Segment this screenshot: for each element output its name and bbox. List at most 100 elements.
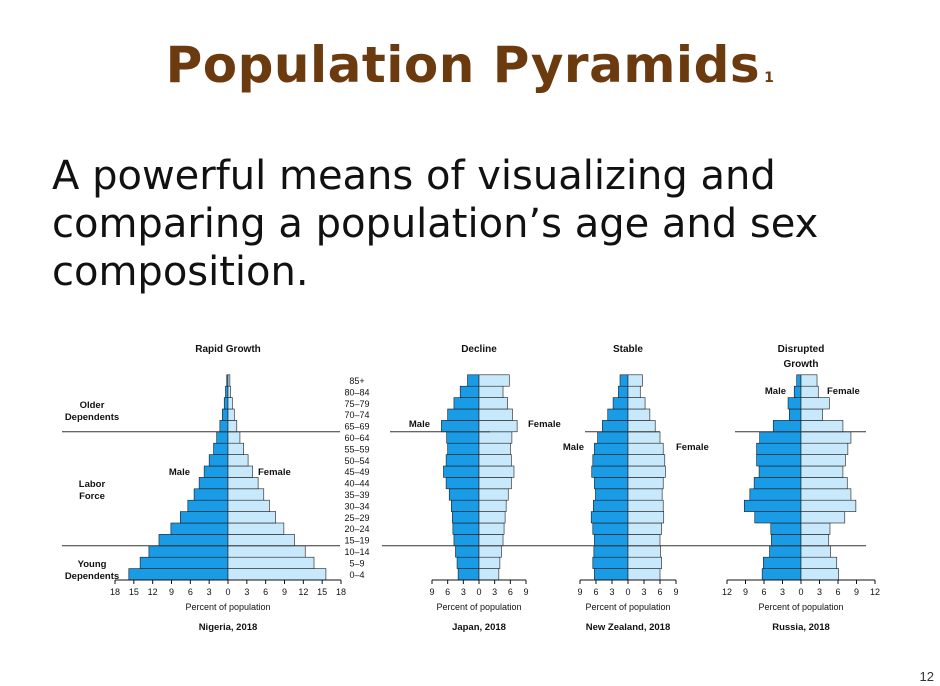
male-bar bbox=[219, 420, 229, 433]
slide-title-text: Population Pyramids bbox=[165, 36, 761, 94]
male-bar bbox=[443, 465, 480, 478]
male-bar bbox=[457, 568, 480, 581]
female-bar bbox=[227, 545, 306, 558]
male-bar bbox=[763, 556, 802, 569]
female-bar bbox=[227, 431, 241, 444]
slide-body-text: A powerful means of visualizing and comp… bbox=[52, 153, 819, 295]
male-bar bbox=[447, 442, 480, 455]
female-bar bbox=[627, 556, 662, 569]
female-bar bbox=[800, 477, 848, 490]
female-bar bbox=[478, 454, 512, 467]
male-bar bbox=[222, 408, 229, 421]
slide-title: Population Pyramids 1 bbox=[0, 36, 940, 94]
x-tick-label: 6 bbox=[188, 587, 193, 597]
female-bar bbox=[227, 499, 270, 512]
young-dependents-label: Dependents bbox=[65, 571, 119, 582]
male-bar bbox=[749, 488, 802, 501]
x-tick-label: 15 bbox=[317, 587, 327, 597]
age-group-label: 15–19 bbox=[344, 536, 369, 546]
male-bar bbox=[452, 511, 480, 524]
female-bar bbox=[478, 385, 504, 398]
x-tick-label: 9 bbox=[743, 587, 748, 597]
male-bar bbox=[213, 442, 229, 455]
female-bar bbox=[800, 374, 818, 387]
male-label: Male bbox=[563, 442, 584, 453]
x-tick-label: 6 bbox=[835, 587, 840, 597]
age-group-label: 35–39 bbox=[344, 490, 369, 500]
female-bar bbox=[478, 431, 513, 444]
female-bar bbox=[627, 465, 666, 478]
female-bar bbox=[627, 499, 664, 512]
panel-caption: New Zealand, 2018 bbox=[586, 622, 670, 633]
age-group-label: 70–74 bbox=[344, 410, 369, 420]
female-bar bbox=[627, 374, 643, 387]
x-tick-label: 9 bbox=[282, 587, 287, 597]
female-bar bbox=[627, 431, 661, 444]
young-dependents-label: Young bbox=[78, 559, 107, 570]
female-bar bbox=[627, 477, 664, 490]
male-bar bbox=[203, 465, 229, 478]
male-bar bbox=[148, 545, 229, 558]
female-bar bbox=[800, 431, 852, 444]
male-bar bbox=[788, 408, 802, 421]
male-bar bbox=[793, 385, 802, 398]
female-bar bbox=[800, 556, 838, 569]
female-bar bbox=[800, 454, 846, 467]
age-group-label: 10–14 bbox=[344, 547, 369, 557]
male-bar bbox=[441, 420, 480, 433]
x-tick-label: 0 bbox=[476, 587, 481, 597]
age-group-label: 25–29 bbox=[344, 513, 369, 523]
female-bar bbox=[227, 442, 244, 455]
female-bar bbox=[627, 568, 661, 581]
male-bar bbox=[453, 534, 480, 547]
panel-title-line: Disrupted bbox=[778, 344, 825, 355]
male-bar bbox=[592, 454, 629, 467]
female-bar bbox=[800, 522, 831, 535]
female-bar bbox=[478, 568, 500, 581]
male-bar bbox=[451, 499, 480, 512]
female-bar bbox=[478, 522, 505, 535]
age-group-label: 75–79 bbox=[344, 399, 369, 409]
female-bar bbox=[227, 454, 249, 467]
male-bar bbox=[796, 374, 802, 387]
male-bar bbox=[225, 385, 229, 398]
male-bar bbox=[594, 442, 629, 455]
x-tick-label: 12 bbox=[870, 587, 880, 597]
x-tick-label: 0 bbox=[625, 587, 630, 597]
x-tick-label: 6 bbox=[761, 587, 766, 597]
panel-title: Rapid Growth bbox=[195, 344, 261, 355]
male-bar bbox=[459, 385, 480, 398]
male-bar bbox=[756, 454, 802, 467]
female-bar bbox=[227, 556, 315, 569]
male-label: Male bbox=[169, 467, 190, 478]
male-bar bbox=[216, 431, 229, 444]
male-bar bbox=[193, 488, 229, 501]
male-bar bbox=[772, 420, 802, 433]
male-bar bbox=[595, 488, 629, 501]
age-group-label: 60–64 bbox=[344, 433, 369, 443]
male-bar bbox=[612, 397, 629, 410]
female-bar bbox=[478, 465, 515, 478]
female-bar bbox=[478, 420, 518, 433]
x-tick-label: 9 bbox=[429, 587, 434, 597]
female-bar bbox=[627, 397, 646, 410]
age-group-label: 20–24 bbox=[344, 524, 369, 534]
female-bar bbox=[627, 454, 666, 467]
x-tick-label: 18 bbox=[336, 587, 346, 597]
male-bar bbox=[139, 556, 229, 569]
female-bar bbox=[227, 420, 238, 433]
x-tick-label: 6 bbox=[593, 587, 598, 597]
panel-caption: Russia, 2018 bbox=[772, 622, 830, 633]
male-bar bbox=[223, 397, 229, 410]
female-bar bbox=[627, 442, 664, 455]
male-bar bbox=[602, 420, 629, 433]
male-bar bbox=[467, 374, 480, 387]
male-bar bbox=[446, 431, 480, 444]
female-bar bbox=[627, 511, 665, 524]
male-bar bbox=[452, 522, 480, 535]
panel-title: Stable bbox=[613, 344, 643, 355]
x-tick-label: 3 bbox=[817, 587, 822, 597]
x-axis-label: Percent of population bbox=[436, 602, 521, 612]
female-bar bbox=[478, 397, 509, 410]
